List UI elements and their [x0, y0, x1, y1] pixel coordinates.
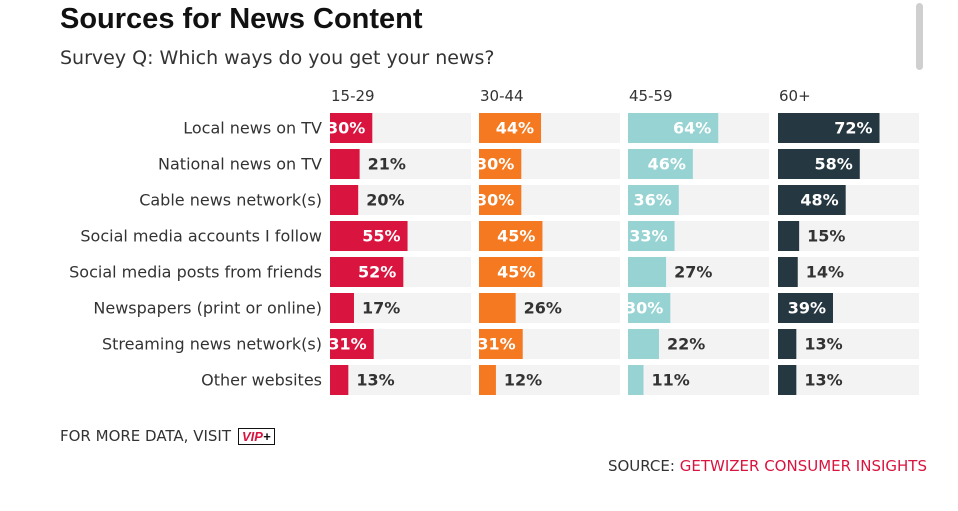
value-label-45-59-streaming-news-network-s: 22% [667, 335, 705, 354]
value-label-60-other-websites: 13% [804, 371, 842, 390]
bar-15-29-cable-news-network-s [330, 185, 359, 215]
bar-30-44-cable-news-network-s [479, 185, 522, 215]
category-label-other-websites: Other websites [201, 371, 322, 390]
more-data-label: FOR MORE DATA, VISIT [60, 427, 232, 445]
value-label-45-59-newspapers-print-or-online: 30% [625, 299, 663, 318]
bar-60-national-news-on-tv [778, 149, 860, 179]
value-label-45-59-national-news-on-tv: 46% [648, 155, 686, 174]
bar-45-59-social-media-accounts-i-follow [628, 221, 675, 251]
value-label-30-44-social-media-posts-from-friends: 45% [497, 263, 535, 282]
bar-track-60-streaming-news-network-s [778, 329, 919, 359]
bar-45-59-other-websites [628, 365, 644, 395]
bar-15-29-social-media-accounts-i-follow [330, 221, 408, 251]
bar-30-44-local-news-on-tv [479, 113, 542, 143]
source-name: GETWIZER CONSUMER INSIGHTS [679, 457, 927, 475]
source-label: SOURCE: [607, 457, 675, 475]
category-label-local-news-on-tv: Local news on TV [183, 119, 322, 138]
bar-60-social-media-posts-from-friends [778, 257, 798, 287]
value-label-30-44-national-news-on-tv: 30% [476, 155, 514, 174]
bar-30-44-newspapers-print-or-online [479, 293, 516, 323]
column-header-15-29: 15-29 [331, 87, 375, 105]
category-label-social-media-accounts-i-follow: Social media accounts I follow [80, 227, 322, 246]
value-label-15-29-social-media-accounts-i-follow: 55% [362, 227, 400, 246]
chart-subtitle: Survey Q: Which ways do you get your new… [60, 47, 495, 69]
value-label-60-social-media-accounts-i-follow: 15% [807, 227, 845, 246]
bar-track-60-social-media-posts-from-friends [778, 257, 919, 287]
bar-15-29-other-websites [330, 365, 349, 395]
value-label-15-29-other-websites: 13% [356, 371, 394, 390]
bar-60-streaming-news-network-s [778, 329, 797, 359]
bar-30-44-national-news-on-tv [479, 149, 522, 179]
value-label-15-29-local-news-on-tv: 30% [327, 119, 365, 138]
value-label-30-44-cable-news-network-s: 30% [476, 191, 514, 210]
bar-45-59-cable-news-network-s [628, 185, 679, 215]
scrollbar-thumb[interactable] [916, 3, 923, 70]
value-label-60-social-media-posts-from-friends: 14% [806, 263, 844, 282]
value-label-45-59-local-news-on-tv: 64% [673, 119, 711, 138]
value-label-45-59-cable-news-network-s: 36% [633, 191, 671, 210]
bar-45-59-local-news-on-tv [628, 113, 719, 143]
bar-track-15-29-other-websites [330, 365, 471, 395]
value-label-15-29-national-news-on-tv: 21% [368, 155, 406, 174]
bar-30-44-streaming-news-network-s [479, 329, 523, 359]
value-label-30-44-streaming-news-network-s: 31% [477, 335, 515, 354]
bar-30-44-social-media-accounts-i-follow [479, 221, 543, 251]
bar-60-cable-news-network-s [778, 185, 846, 215]
value-label-15-29-cable-news-network-s: 20% [366, 191, 404, 210]
value-label-60-newspapers-print-or-online: 39% [788, 299, 826, 318]
value-label-15-29-newspapers-print-or-online: 17% [362, 299, 400, 318]
value-label-60-streaming-news-network-s: 13% [804, 335, 842, 354]
more-data-footer: FOR MORE DATA, VISIT VIP+ [60, 427, 275, 445]
bar-45-59-national-news-on-tv [628, 149, 693, 179]
bar-45-59-social-media-posts-from-friends [628, 257, 667, 287]
bar-30-44-other-websites [479, 365, 496, 395]
value-label-45-59-social-media-posts-from-friends: 27% [674, 263, 712, 282]
value-label-30-44-local-news-on-tv: 44% [496, 119, 534, 138]
chart-title: Sources for News Content [60, 3, 423, 35]
vip-plus-logo-link[interactable]: VIP+ [238, 427, 275, 445]
category-label-national-news-on-tv: National news on TV [158, 155, 322, 174]
value-label-30-44-social-media-accounts-i-follow: 45% [497, 227, 535, 246]
category-label-social-media-posts-from-friends: Social media posts from friends [69, 263, 322, 282]
column-header-30-44: 30-44 [480, 87, 524, 105]
bar-60-social-media-accounts-i-follow [778, 221, 800, 251]
bar-30-44-social-media-posts-from-friends [479, 257, 543, 287]
bar-track-45-59-other-websites [628, 365, 769, 395]
category-label-cable-news-network-s: Cable news network(s) [139, 191, 322, 210]
bar-60-newspapers-print-or-online [778, 293, 833, 323]
bar-track-60-other-websites [778, 365, 919, 395]
bar-15-29-streaming-news-network-s [330, 329, 374, 359]
value-label-60-cable-news-network-s: 48% [800, 191, 838, 210]
bar-15-29-national-news-on-tv [330, 149, 360, 179]
bar-60-local-news-on-tv [778, 113, 880, 143]
value-label-30-44-other-websites: 12% [504, 371, 542, 390]
vip-logo-plus: + [262, 428, 271, 444]
bar-15-29-social-media-posts-from-friends [330, 257, 404, 287]
source-credit: SOURCE: GETWIZER CONSUMER INSIGHTS [608, 457, 927, 475]
bar-track-30-44-other-websites [479, 365, 620, 395]
bar-chart: 15-29 30-44 45-59 60+ Local news on TV Nation… [69, 87, 919, 395]
value-label-60-local-news-on-tv: 72% [834, 119, 872, 138]
value-label-45-59-social-media-accounts-i-follow: 33% [629, 227, 667, 246]
column-header-60: 60+ [779, 87, 811, 105]
bar-45-59-streaming-news-network-s [628, 329, 660, 359]
value-label-60-national-news-on-tv: 58% [814, 155, 852, 174]
category-label-streaming-news-network-s: Streaming news network(s) [102, 335, 322, 354]
value-label-45-59-other-websites: 11% [652, 371, 690, 390]
category-label-newspapers-print-or-online: Newspapers (print or online) [93, 299, 322, 318]
column-header-45-59: 45-59 [629, 87, 673, 105]
value-label-15-29-streaming-news-network-s: 31% [328, 335, 366, 354]
value-label-15-29-social-media-posts-from-friends: 52% [358, 263, 396, 282]
bar-15-29-local-news-on-tv [330, 113, 373, 143]
bar-45-59-newspapers-print-or-online [628, 293, 671, 323]
vip-logo-text: VIP [242, 428, 263, 444]
value-label-30-44-newspapers-print-or-online: 26% [524, 299, 562, 318]
bar-track-60-social-media-accounts-i-follow [778, 221, 919, 251]
bar-15-29-newspapers-print-or-online [330, 293, 354, 323]
bar-60-other-websites [778, 365, 797, 395]
